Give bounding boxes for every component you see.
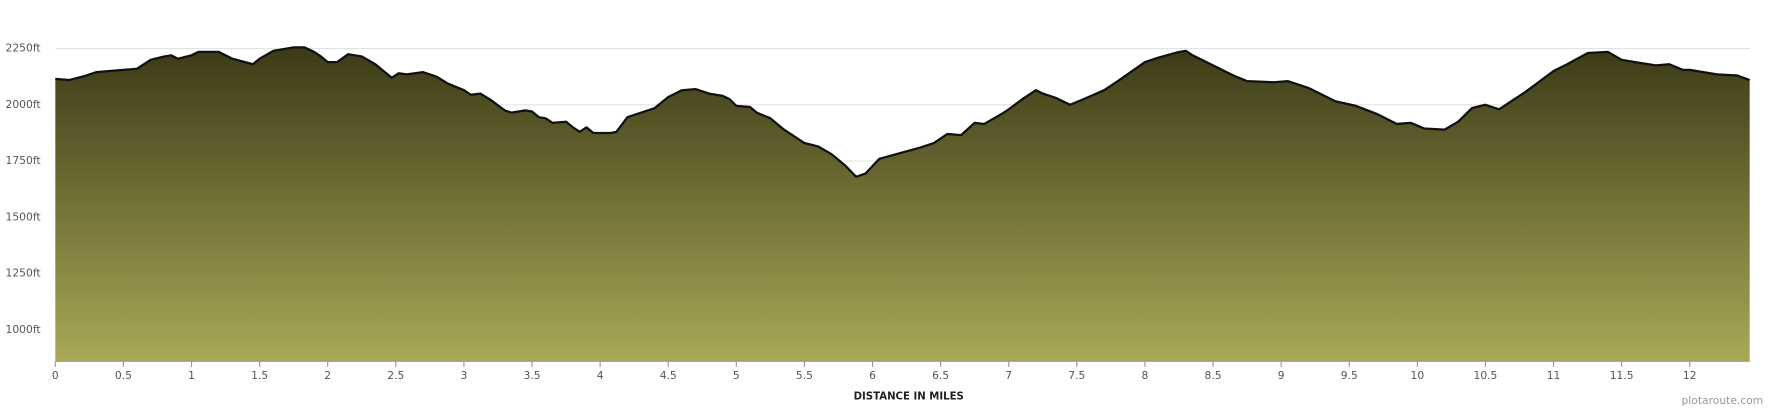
x-tick-label: 10 <box>1411 369 1425 382</box>
x-tick-label: 10.5 <box>1474 369 1498 382</box>
y-tick-label: 1250ft <box>6 267 41 280</box>
x-tick-label: 7 <box>1005 369 1012 382</box>
x-tick-label: 2 <box>324 369 331 382</box>
x-tick-label: 6.5 <box>932 369 949 382</box>
y-tick-label: 1000ft <box>6 323 41 336</box>
x-tick-label: 7.5 <box>1068 369 1085 382</box>
x-tick-label: 9 <box>1278 369 1285 382</box>
x-tick-label: 8.5 <box>1205 369 1222 382</box>
y-tick-label: 2000ft <box>6 98 41 111</box>
elevation-line <box>55 46 1751 178</box>
x-tick-label: 4 <box>597 369 604 382</box>
elevation-area <box>55 47 1750 362</box>
x-tick-label: 1 <box>188 369 195 382</box>
x-tick-label: 1.5 <box>251 369 268 382</box>
x-tick-label: 11.5 <box>1610 369 1634 382</box>
x-tick-label: 3.5 <box>524 369 541 382</box>
y-tick-label: 2250ft <box>6 42 41 55</box>
x-axis-label: DISTANCE IN MILES <box>854 391 964 402</box>
y-tick-label: 1750ft <box>6 154 41 167</box>
x-tick-label: 2.5 <box>387 369 404 382</box>
x-tick-label: 9.5 <box>1341 369 1358 382</box>
x-tick-label: 12 <box>1683 369 1697 382</box>
x-tick-label: 8 <box>1142 369 1149 382</box>
x-tick-label: 5 <box>733 369 740 382</box>
x-tick-label: 5.5 <box>796 369 813 382</box>
y-tick-label: 1500ft <box>6 210 41 223</box>
x-tick-label: 3 <box>461 369 468 382</box>
x-tick-label: 11 <box>1547 369 1561 382</box>
x-tick-label: 0 <box>52 369 59 382</box>
credit: plotaroute.com <box>1681 394 1763 407</box>
x-tick-label: 6 <box>869 369 876 382</box>
x-tick-label: 0.5 <box>115 369 132 382</box>
x-tick-label: 4.5 <box>660 369 677 382</box>
